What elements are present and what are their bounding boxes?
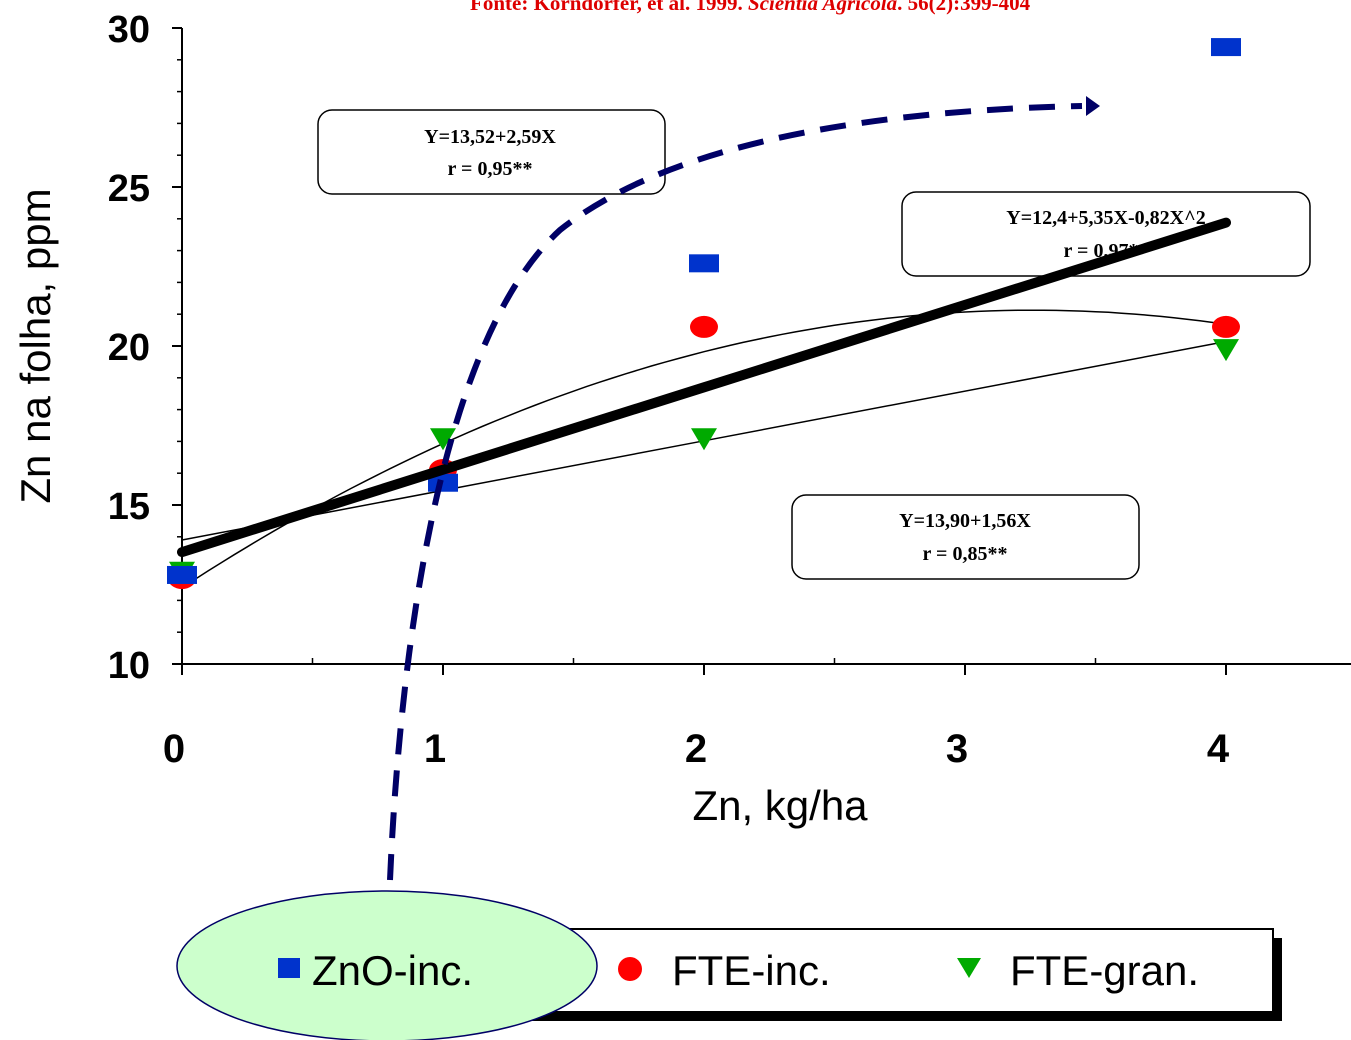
legend-marker-fte-inc bbox=[618, 957, 642, 981]
marker-fte-inc bbox=[1212, 315, 1240, 338]
equation-box-fte-inc: Y=12,4+5,35X-0,82X^2 r = 0,97** bbox=[901, 191, 1311, 277]
legend-label-fte-gran: FTE-gran. bbox=[1010, 947, 1199, 994]
source-journal: Scientia Agricola bbox=[748, 0, 897, 15]
x-tick-label: 3 bbox=[946, 727, 968, 771]
source-prefix: Fonte: Korndorfer, et al. 1999. bbox=[470, 0, 748, 15]
marker-zno-inc bbox=[1211, 38, 1241, 57]
y-tick-label: 15 bbox=[108, 486, 150, 528]
legend: ZnO-inc. FTE-inc. FTE-gran. bbox=[176, 890, 1282, 1040]
legend-marker-fte-gran bbox=[957, 958, 981, 978]
fit-curve-fte-inc bbox=[181, 309, 1227, 589]
axis-ticks: 10 15 20 25 30 0 1 2 3 4 bbox=[108, 9, 1230, 771]
x-tick-label: 4 bbox=[1207, 727, 1230, 771]
callout-arrow bbox=[387, 96, 1100, 881]
y-tick-label: 10 bbox=[108, 645, 150, 687]
equation-box-zno: Y=13,52+2,59X r = 0,95** bbox=[317, 109, 666, 195]
legend-highlight-ellipse bbox=[176, 890, 598, 1040]
x-tick-label: 0 bbox=[163, 727, 185, 771]
y-tick-label: 20 bbox=[108, 327, 150, 369]
r-fte-gran: r = 0,85** bbox=[923, 543, 1008, 565]
x-axis-title: Zn, kg/ha bbox=[692, 782, 868, 829]
x-tick-label: 2 bbox=[685, 727, 707, 771]
legend-label-fte-inc: FTE-inc. bbox=[672, 947, 831, 994]
legend-label-zno: ZnO-inc. bbox=[312, 947, 473, 994]
source-suffix: . 56(2):399-404 bbox=[897, 0, 1030, 15]
y-tick-label: 25 bbox=[108, 168, 150, 210]
marker-fte-inc bbox=[690, 315, 718, 338]
equation-fte-inc: Y=12,4+5,35X-0,82X^2 bbox=[1006, 207, 1205, 229]
x-tick-label: 1 bbox=[424, 727, 446, 771]
equation-fte-gran: Y=13,90+1,56X bbox=[899, 510, 1031, 532]
marker-fte-gran bbox=[691, 428, 717, 451]
legend-marker-zno bbox=[278, 958, 300, 978]
marker-zno-inc bbox=[689, 254, 719, 273]
arrow-head bbox=[1086, 96, 1100, 116]
marker-fte-gran bbox=[1213, 339, 1239, 362]
source-note: Fonte: Korndorfer, et al. 1999. Scientia… bbox=[470, 0, 1031, 15]
marker-fte-gran bbox=[430, 428, 456, 451]
marker-zno-inc bbox=[167, 565, 197, 584]
fit-line-zno bbox=[177, 217, 1231, 558]
equation-zno: Y=13,52+2,59X bbox=[424, 126, 556, 148]
y-axis-title: Zn na folha, ppm bbox=[12, 188, 59, 503]
r-zno: r = 0,95** bbox=[448, 158, 533, 180]
y-tick-label: 30 bbox=[108, 9, 150, 51]
equation-box-fte-gran: Y=13,90+1,56X r = 0,85** bbox=[791, 494, 1140, 580]
